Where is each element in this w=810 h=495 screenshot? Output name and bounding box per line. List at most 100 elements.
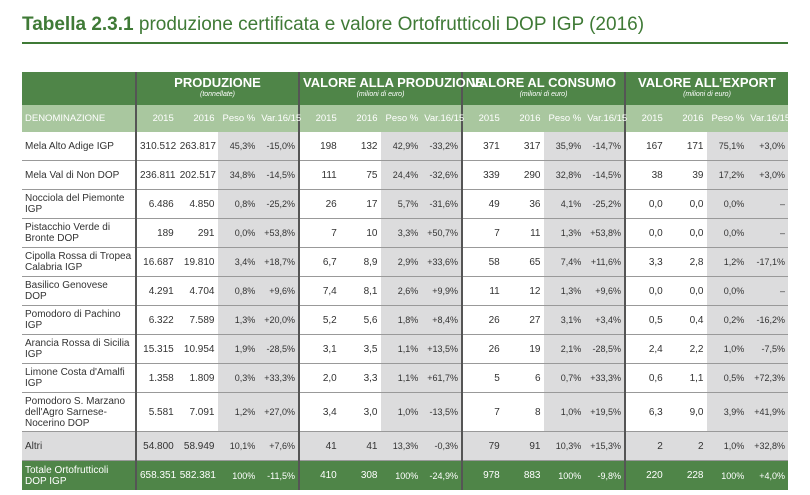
cell-value: 2,9% xyxy=(380,247,422,277)
cell-value: +7,6% xyxy=(258,431,299,461)
cell-value: 189 xyxy=(135,218,177,248)
column-header: 2016 xyxy=(502,105,544,132)
cell-value: 1,0% xyxy=(380,392,422,432)
cell-value: -33,2% xyxy=(421,132,462,161)
cell-value: 26 xyxy=(461,305,503,335)
cell-value: 6.322 xyxy=(135,305,177,335)
cell-value: 202.517 xyxy=(176,160,218,190)
cell-value: 0,2% xyxy=(706,305,748,335)
cell-value: 8,1 xyxy=(339,276,381,306)
cell-value: 3,3 xyxy=(624,247,666,277)
cell-value: +41,9% xyxy=(747,392,788,432)
cell-value: 6.486 xyxy=(135,189,177,219)
cell-value: 45,3% xyxy=(217,132,259,161)
cell-value: 317 xyxy=(502,132,544,161)
cell-value: 3,1 xyxy=(298,334,340,364)
cell-value: 32,8% xyxy=(543,160,585,190)
table-row: Totale Ortofrutticoli DOP IGP 658.351 582.… xyxy=(22,460,788,490)
cell-value: 41 xyxy=(298,431,340,461)
cell-value: 308 xyxy=(339,460,381,490)
cell-value: 1,2% xyxy=(706,247,748,277)
cell-value: -31,6% xyxy=(421,189,462,219)
cell-value: 1,3% xyxy=(543,218,585,248)
cell-value: -14,5% xyxy=(584,160,625,190)
cell-value: +9,6% xyxy=(584,276,625,306)
cell-value: 1,3% xyxy=(217,305,259,335)
cell-value: 0,4 xyxy=(665,305,707,335)
cell-value: -13,5% xyxy=(421,392,462,432)
cell-value: 5,6 xyxy=(339,305,381,335)
cell-value: 0,7% xyxy=(543,363,585,393)
cell-value: -28,5% xyxy=(258,334,299,364)
column-header: Var.16/15 xyxy=(747,105,790,132)
cell-value: 5,2 xyxy=(298,305,340,335)
table-row: Mela Val di Non DOP 236.811 202.517 34,8% -1… xyxy=(22,160,788,190)
group-header: VALORE ALLA PRODUZIONE (milioni di euro) xyxy=(298,72,484,105)
cell-value: 2,1% xyxy=(543,334,585,364)
cell-value: 0,0 xyxy=(624,218,666,248)
table-row: Basilico Genovese DOP 4.291 4.704 0,8% +9,6%… xyxy=(22,276,788,306)
cell-value: 0,0 xyxy=(624,189,666,219)
cell-value: 132 xyxy=(339,132,381,161)
cell-value: 582.381 xyxy=(176,460,218,490)
cell-value: 11 xyxy=(461,276,503,306)
cell-value: 6 xyxy=(502,363,544,393)
cell-value: 111 xyxy=(298,160,340,190)
cell-value: 38 xyxy=(624,160,666,190)
cell-value: 34,8% xyxy=(217,160,259,190)
cell-value: -11,5% xyxy=(258,460,299,490)
cell-value: 6,3 xyxy=(624,392,666,432)
cell-value: 1,1 xyxy=(665,363,707,393)
column-header: 2015 xyxy=(135,105,177,132)
cell-value: 0,5% xyxy=(706,363,748,393)
cell-value: 100% xyxy=(706,460,748,490)
cell-value: 7.589 xyxy=(176,305,218,335)
cell-value: 236.811 xyxy=(135,160,177,190)
row-name: Arancia Rossa di Sicilia IGP xyxy=(22,334,136,364)
cell-value: +33,3% xyxy=(584,363,625,393)
group-header: PRODUZIONE (tonnellate) xyxy=(135,72,299,105)
cell-value: 19 xyxy=(502,334,544,364)
cell-value: 1,0% xyxy=(706,431,748,461)
group-label: VALORE AL CONSUMO xyxy=(471,74,616,90)
table-caption: produzione certificata e valore Ortofrut… xyxy=(133,14,645,35)
group-label: VALORE ALLA PRODUZIONE xyxy=(303,74,484,90)
cell-value: 91 xyxy=(502,431,544,461)
cell-value: +27,0% xyxy=(258,392,299,432)
title-rule xyxy=(22,42,788,44)
cell-value: 0,3% xyxy=(217,363,259,393)
cell-value: 2,2 xyxy=(665,334,707,364)
cell-value: 2,8 xyxy=(665,247,707,277)
cell-value: 4,1% xyxy=(543,189,585,219)
cell-value: 371 xyxy=(461,132,503,161)
cell-value: 1.809 xyxy=(176,363,218,393)
cell-value: +15,3% xyxy=(584,431,625,461)
cell-value: 263.817 xyxy=(176,132,218,161)
column-header: 2015 xyxy=(624,105,666,132)
cell-value: 0,8% xyxy=(217,189,259,219)
cell-value: 220 xyxy=(624,460,666,490)
cell-value: 0,0 xyxy=(624,276,666,306)
cell-value: 198 xyxy=(298,132,340,161)
cell-value: 7,4 xyxy=(298,276,340,306)
cell-value: +3,4% xyxy=(584,305,625,335)
table-row: Mela Alto Adige IGP 310.512 263.817 45,3% -1… xyxy=(22,132,788,161)
cell-value: 1,3% xyxy=(543,276,585,306)
cell-value: +33,6% xyxy=(421,247,462,277)
cell-value: +9,9% xyxy=(421,276,462,306)
column-header: Var.16/15 xyxy=(584,105,627,132)
cell-value: +32,8% xyxy=(747,431,788,461)
table-row: Pomodoro S. Marzano dell'Agro Sarnese-No… xyxy=(22,392,788,432)
cell-value: 15.315 xyxy=(135,334,177,364)
group-unit: (tonnellate) xyxy=(199,90,236,98)
cell-value: 54.800 xyxy=(135,431,177,461)
cell-value: 5,7% xyxy=(380,189,422,219)
cell-value: 658.351 xyxy=(135,460,177,490)
cell-value: +11,6% xyxy=(584,247,625,277)
cell-value: +72,3% xyxy=(747,363,788,393)
cell-value: 79 xyxy=(461,431,503,461)
group-unit: (milioni di euro) xyxy=(683,90,731,98)
cell-value: -15,0% xyxy=(258,132,299,161)
cell-value: +53,8% xyxy=(584,218,625,248)
cell-value: -25,2% xyxy=(584,189,625,219)
